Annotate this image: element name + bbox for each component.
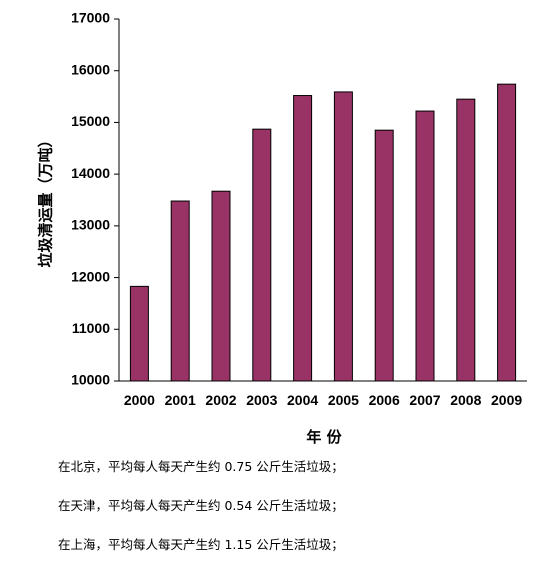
x-tick-label-2009: 2009 (491, 392, 522, 408)
x-tick-label-2007: 2007 (409, 392, 440, 408)
y-tick-label: 17000 (71, 10, 110, 26)
x-tick-label-2003: 2003 (246, 392, 277, 408)
note-shanghai: 在上海，平均每人每天产生约 1.15 公斤生活垃圾； (58, 537, 344, 552)
y-tick-label: 10000 (71, 372, 110, 388)
bar-2007 (415, 110, 435, 382)
x-tick-label-2008: 2008 (450, 392, 481, 408)
x-tick-label-2000: 2000 (124, 392, 155, 408)
x-tick-label-2004: 2004 (287, 392, 318, 408)
bar-2002 (211, 190, 231, 382)
x-tick-label-2006: 2006 (369, 392, 400, 408)
y-tick-label: 13000 (71, 217, 110, 233)
bar-2004 (293, 95, 313, 382)
note-beijing: 在北京，平均每人每天产生约 0.75 公斤生活垃圾； (58, 459, 344, 474)
y-axis-ticks: 10000 11000 12000 13000 14000 15000 16000 17000 (71, 10, 119, 388)
y-axis-title: 垃圾清运量（万吨） (37, 132, 55, 267)
note-tianjin: 在天津，平均每人每天产生约 0.54 公斤生活垃圾； (58, 498, 344, 513)
bar-2006 (374, 129, 394, 382)
bar-2005 (333, 91, 353, 382)
y-tick-label: 12000 (71, 268, 110, 284)
bar-2001 (170, 200, 190, 382)
x-axis-title: 年 份 (306, 428, 342, 446)
bar-2003 (252, 128, 272, 382)
x-tick-label-2002: 2002 (205, 392, 236, 408)
notes-block: 在北京，平均每人每天产生约 0.75 公斤生活垃圾； 在天津，平均每人每天产生约… (58, 458, 538, 575)
y-tick-label: 14000 (71, 165, 110, 181)
bars (129, 83, 517, 382)
y-tick-label: 11000 (72, 320, 110, 336)
y-axis-title-group: 垃圾清运量（万吨） (37, 132, 55, 267)
bar-2009 (497, 83, 517, 382)
x-tick-label-2005: 2005 (328, 392, 359, 408)
x-axis-ticks: 2000 2001 2002 2003 2004 2005 2006 2007 2008 2009 (124, 392, 523, 408)
x-tick-label-2001: 2001 (165, 392, 196, 408)
bar-2008 (456, 98, 476, 382)
bar-chart: 垃圾清运量（万吨） 10000 11000 12000 13000 14000 15000… (37, 10, 527, 446)
y-tick-label: 16000 (71, 61, 110, 77)
y-tick-label: 15000 (71, 113, 110, 129)
bar-2000 (129, 285, 149, 382)
